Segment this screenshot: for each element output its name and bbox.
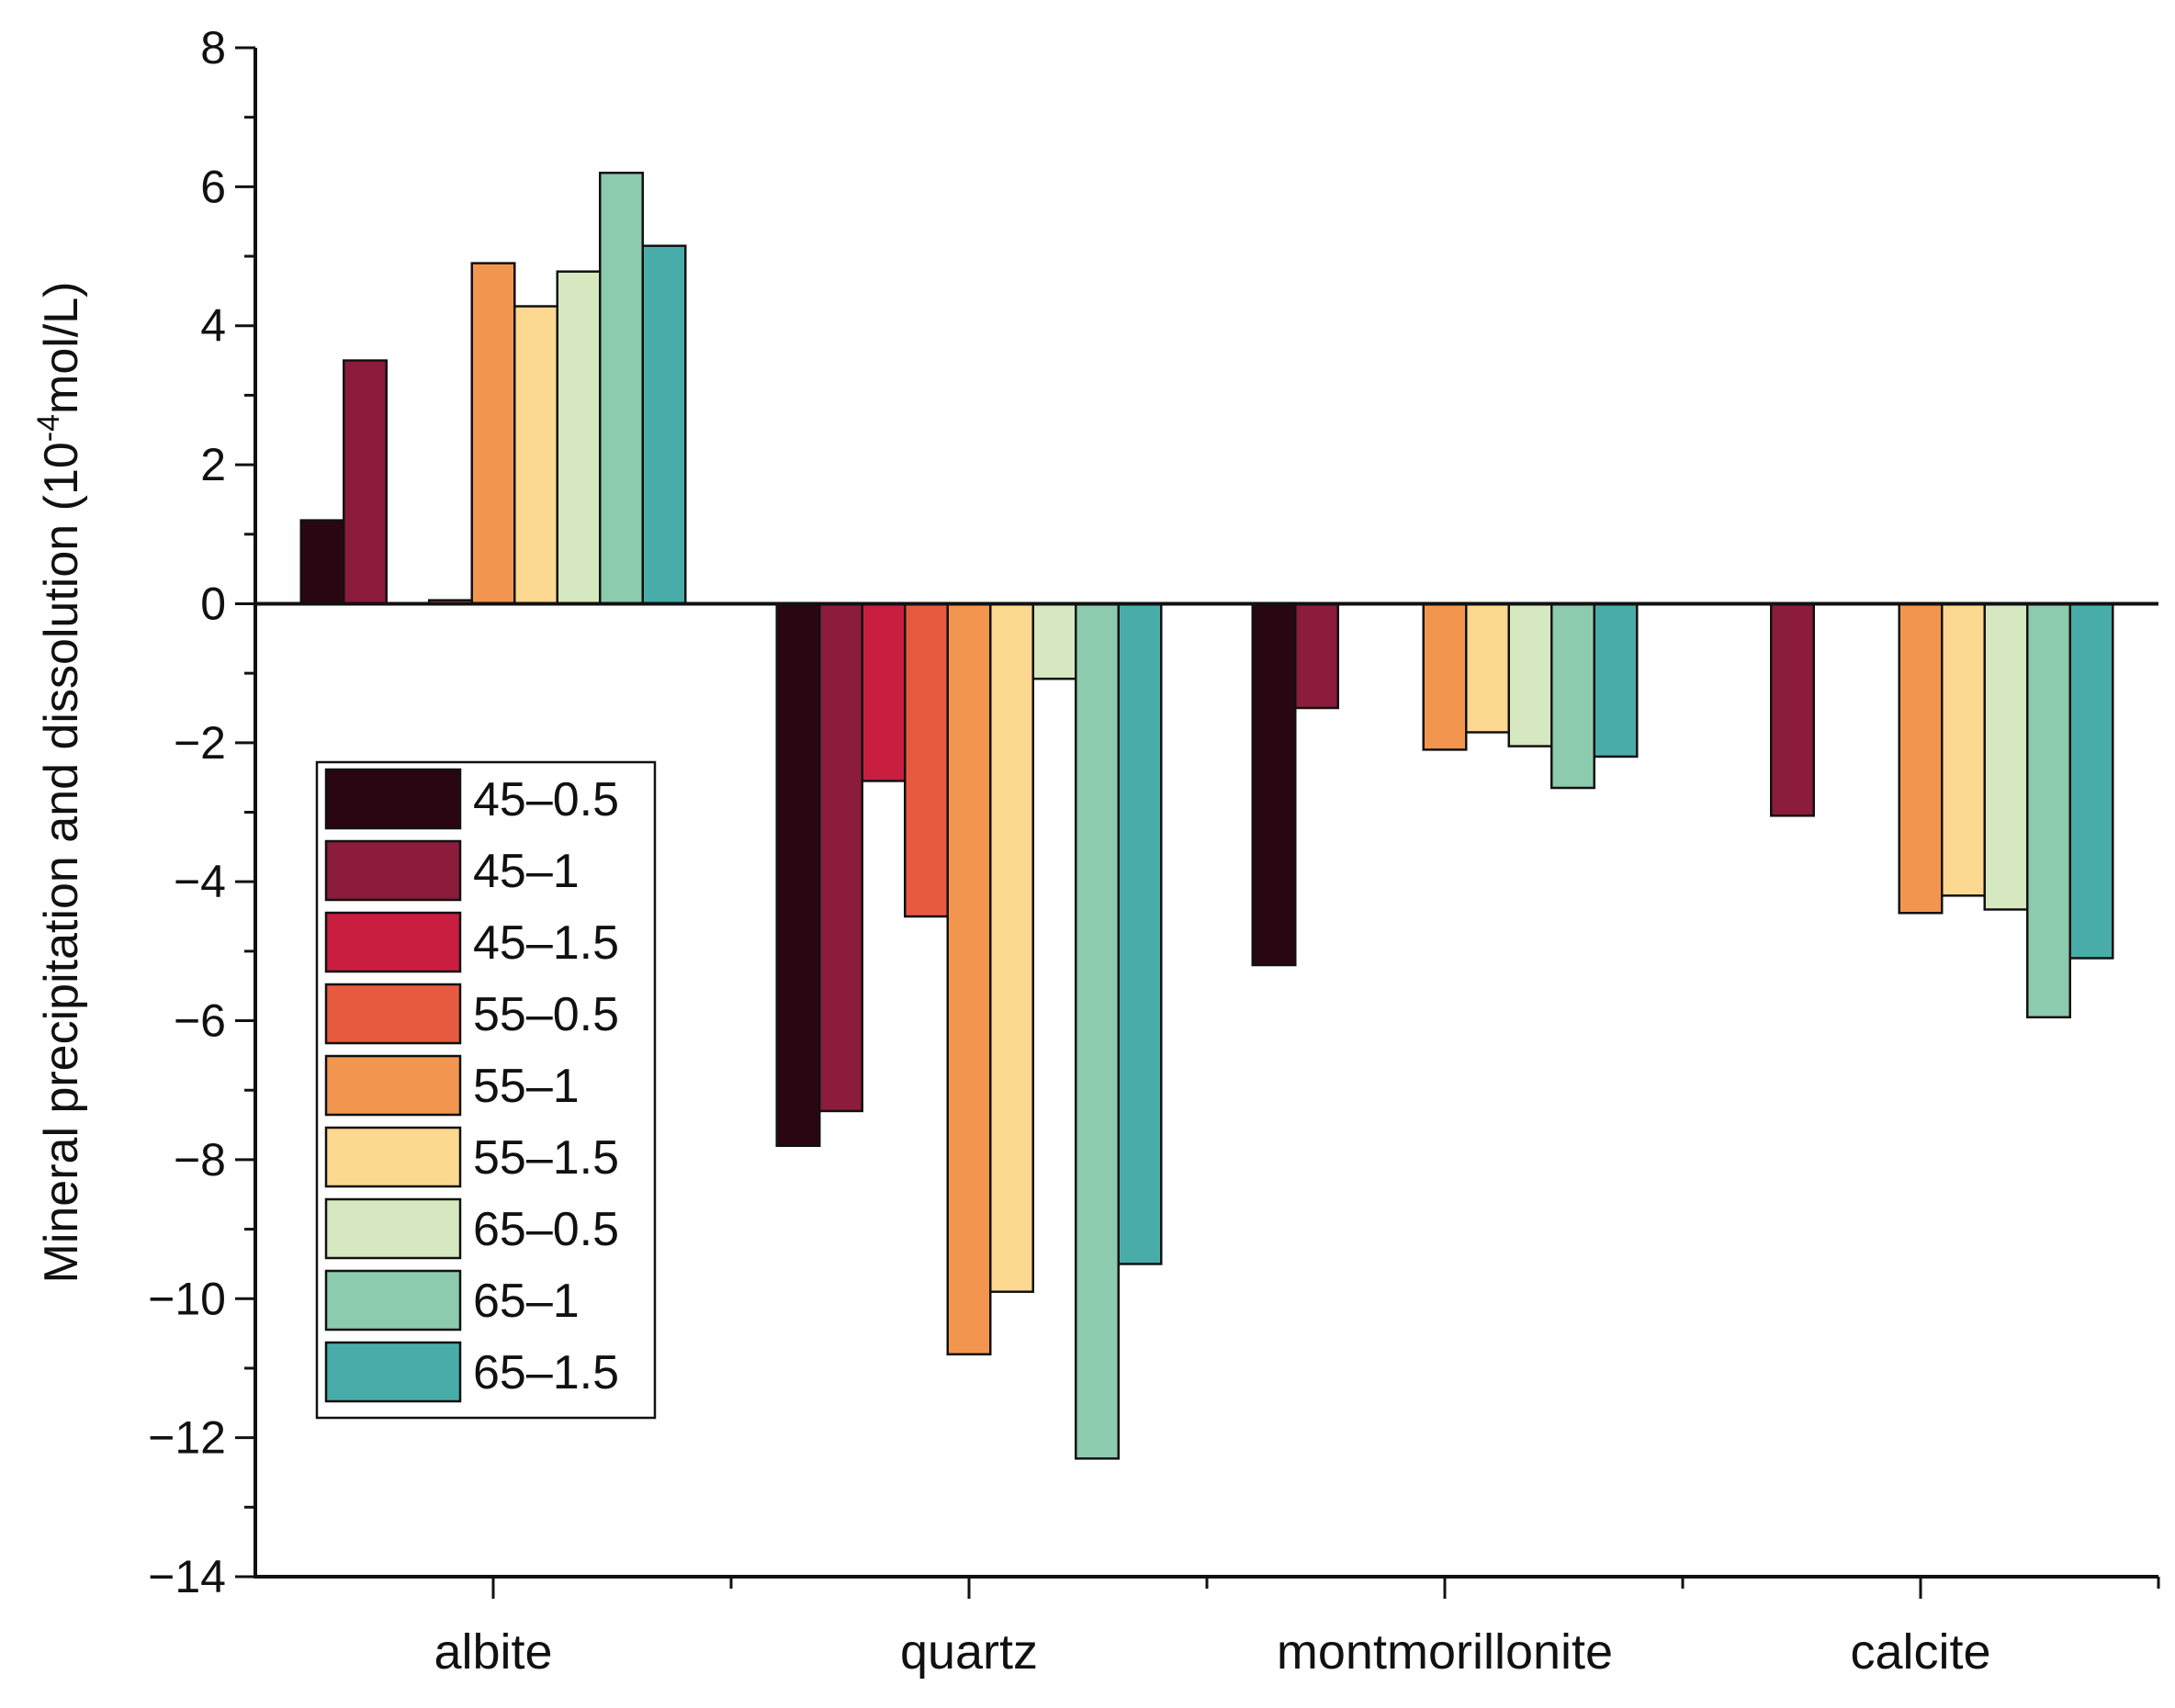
bar bbox=[1941, 602, 1986, 897]
legend-label: 55–1.5 bbox=[473, 1131, 619, 1185]
bar bbox=[1550, 602, 1595, 790]
legend-swatch bbox=[324, 768, 462, 830]
bar bbox=[1117, 602, 1163, 1265]
bar bbox=[556, 270, 602, 605]
bar bbox=[470, 262, 516, 605]
y-tick-label: 0 bbox=[200, 578, 226, 629]
legend: 45–0.5 45–1 45–1.5 55–0.5 55–1 55–1.5 65–0.5 65… bbox=[315, 760, 657, 1420]
legend-swatch bbox=[324, 1269, 462, 1332]
x-axis-ticks: albite quartz montmorillonite calcite bbox=[434, 1577, 2160, 1680]
legend-swatch bbox=[324, 911, 462, 973]
y-tick-label: −14 bbox=[148, 1551, 226, 1602]
x-category-label: quartz bbox=[900, 1624, 1038, 1680]
legend-swatch bbox=[324, 983, 462, 1045]
bar bbox=[989, 602, 1034, 1293]
bar bbox=[775, 602, 821, 1148]
bar bbox=[1251, 602, 1297, 967]
y-axis-title-superscript: -4 bbox=[31, 414, 66, 442]
x-category-label: montmorillonite bbox=[1277, 1624, 1613, 1680]
y-axis-ticks: 8 6 4 2 0 −2 −4 −6 −8 −10 −12 −14 bbox=[148, 22, 255, 1602]
legend-swatch bbox=[324, 1126, 462, 1188]
bar bbox=[2026, 602, 2071, 1019]
bar bbox=[513, 305, 558, 605]
legend-swatch bbox=[324, 1197, 462, 1260]
y-axis-title-prefix: Mineral precipitation and dissolution (1… bbox=[35, 442, 88, 1283]
bar bbox=[599, 171, 644, 605]
bar bbox=[2068, 602, 2114, 960]
y-tick-label: −4 bbox=[174, 856, 226, 907]
y-tick-label: −6 bbox=[174, 995, 226, 1047]
y-tick-label: −12 bbox=[148, 1412, 226, 1464]
legend-label: 55–0.5 bbox=[473, 988, 619, 1041]
y-tick-label: 8 bbox=[200, 22, 226, 73]
y-tick-label: −10 bbox=[148, 1273, 226, 1324]
y-tick-label: 4 bbox=[200, 300, 226, 352]
bar bbox=[343, 359, 388, 605]
bar bbox=[1075, 602, 1120, 1460]
y-tick-label: −8 bbox=[174, 1134, 226, 1185]
bar bbox=[1465, 602, 1510, 734]
y-tick-label: 6 bbox=[200, 161, 226, 212]
legend-label: 65–1 bbox=[473, 1275, 580, 1328]
bar bbox=[1593, 602, 1639, 758]
bar bbox=[1898, 602, 1944, 915]
bar bbox=[1031, 602, 1077, 680]
bar bbox=[1294, 602, 1339, 710]
bars-group bbox=[299, 171, 2114, 1460]
x-category-label: albite bbox=[434, 1624, 552, 1680]
legend-label: 45–0.5 bbox=[473, 773, 619, 826]
bar bbox=[861, 602, 907, 782]
legend-swatch bbox=[324, 839, 462, 902]
legend-swatch bbox=[324, 1054, 462, 1117]
y-tick-label: 2 bbox=[200, 439, 226, 490]
bar bbox=[299, 519, 345, 605]
legend-label: 55–1 bbox=[473, 1060, 580, 1113]
bar bbox=[946, 602, 992, 1356]
bar bbox=[1507, 602, 1553, 747]
plot-area: 8 6 4 2 0 −2 −4 −6 −8 −10 −12 −14 albite quartz montm… bbox=[148, 22, 2160, 1680]
legend-label: 65–1.5 bbox=[473, 1346, 619, 1399]
legend-label: 65–0.5 bbox=[473, 1203, 619, 1256]
bar bbox=[904, 602, 949, 918]
y-tick-label: −2 bbox=[174, 717, 226, 769]
legend-swatch bbox=[324, 1341, 462, 1403]
bar bbox=[818, 602, 863, 1113]
y-axis-title: Mineral precipitation and dissolution (1… bbox=[31, 281, 88, 1283]
bar bbox=[1983, 602, 2029, 911]
y-axis-title-suffix: mol/L) bbox=[35, 281, 88, 413]
legend-label: 45–1.5 bbox=[473, 916, 619, 970]
x-category-label: calcite bbox=[1850, 1624, 1990, 1680]
bar bbox=[641, 244, 687, 605]
bar bbox=[1422, 602, 1468, 751]
legend-label: 45–1 bbox=[473, 845, 580, 898]
bar bbox=[1770, 602, 1815, 817]
